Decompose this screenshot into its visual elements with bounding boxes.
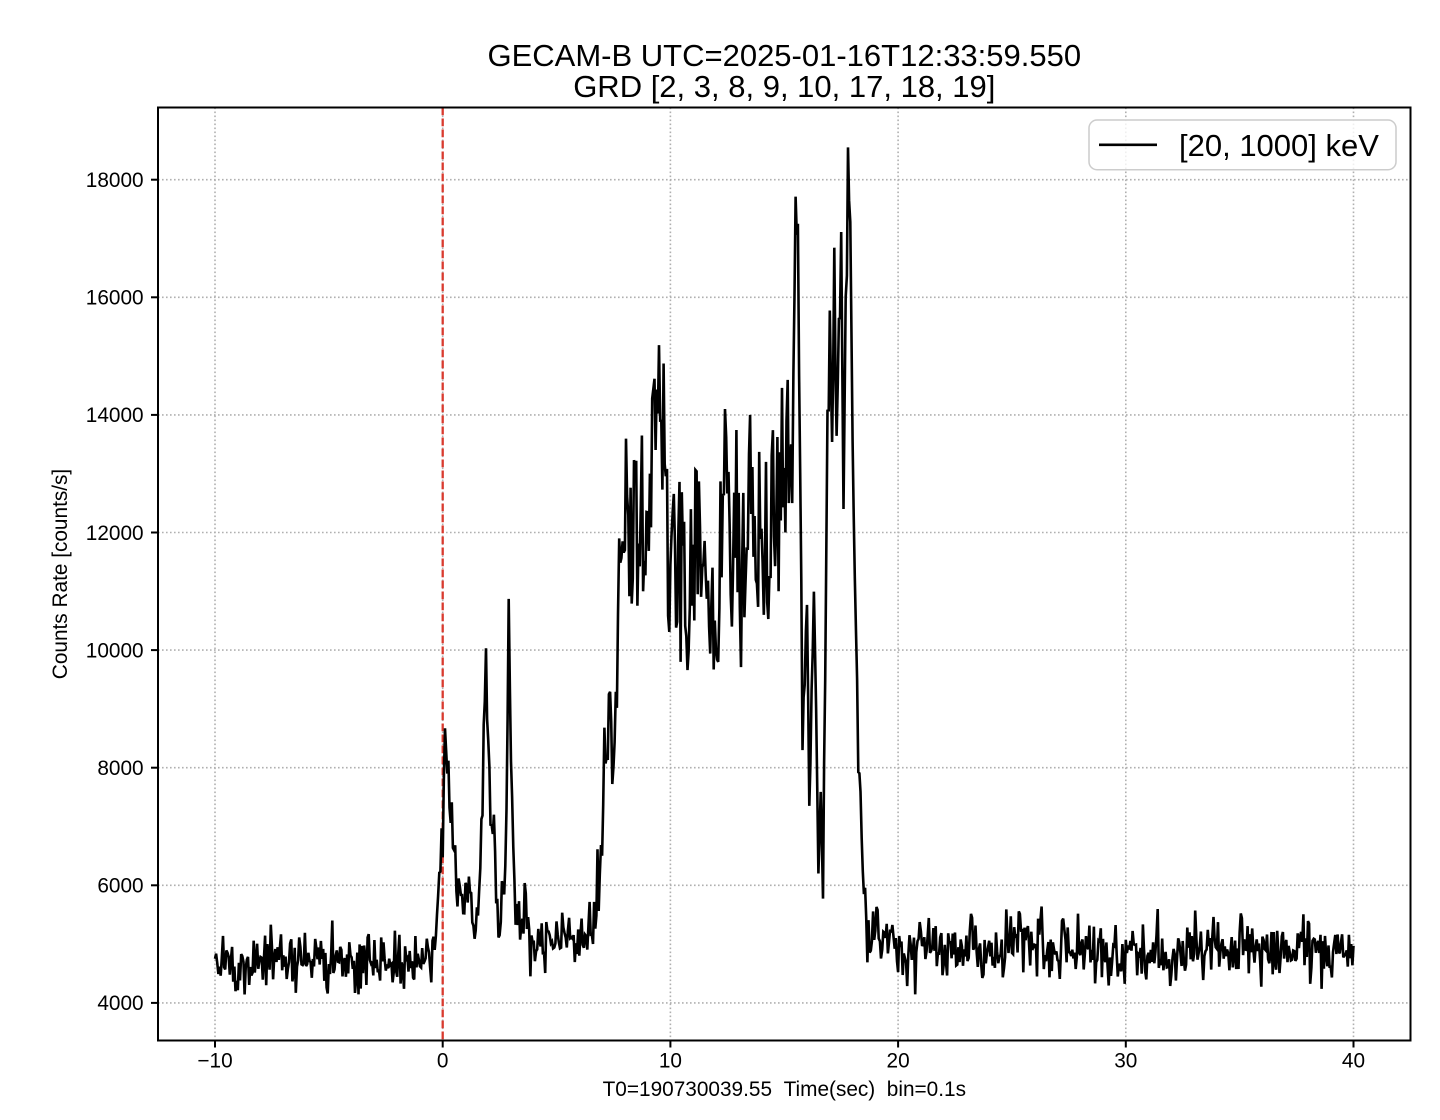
svg-text:Counts Rate [counts/s]: Counts Rate [counts/s]	[49, 469, 72, 679]
svg-text:T0=190730039.55 Time(sec) bi: T0=190730039.55 Time(sec) bin=0.1s	[603, 1078, 966, 1101]
svg-text:GRD [2, 3, 8, 9, 10, 17, 18, 1: GRD [2, 3, 8, 9, 10, 17, 18, 19]	[573, 69, 995, 104]
svg-text:18000: 18000	[86, 169, 144, 192]
svg-text:−10: −10	[197, 1050, 232, 1073]
svg-text:10: 10	[659, 1050, 682, 1073]
svg-text:8000: 8000	[97, 757, 143, 780]
svg-text:GECAM-B UTC=2025-01-16T12:33:5: GECAM-B UTC=2025-01-16T12:33:59.550	[487, 38, 1081, 73]
svg-text:16000: 16000	[86, 287, 144, 310]
svg-text:40: 40	[1342, 1050, 1365, 1073]
svg-text:30: 30	[1114, 1050, 1137, 1073]
svg-text:20: 20	[887, 1050, 910, 1073]
svg-text:6000: 6000	[97, 875, 143, 898]
svg-text:4000: 4000	[97, 992, 143, 1015]
svg-text:0: 0	[437, 1050, 449, 1073]
svg-text:14000: 14000	[86, 404, 144, 427]
svg-text:[20, 1000] keV: [20, 1000] keV	[1179, 128, 1379, 163]
svg-text:10000: 10000	[86, 639, 144, 662]
svg-text:12000: 12000	[86, 522, 144, 545]
